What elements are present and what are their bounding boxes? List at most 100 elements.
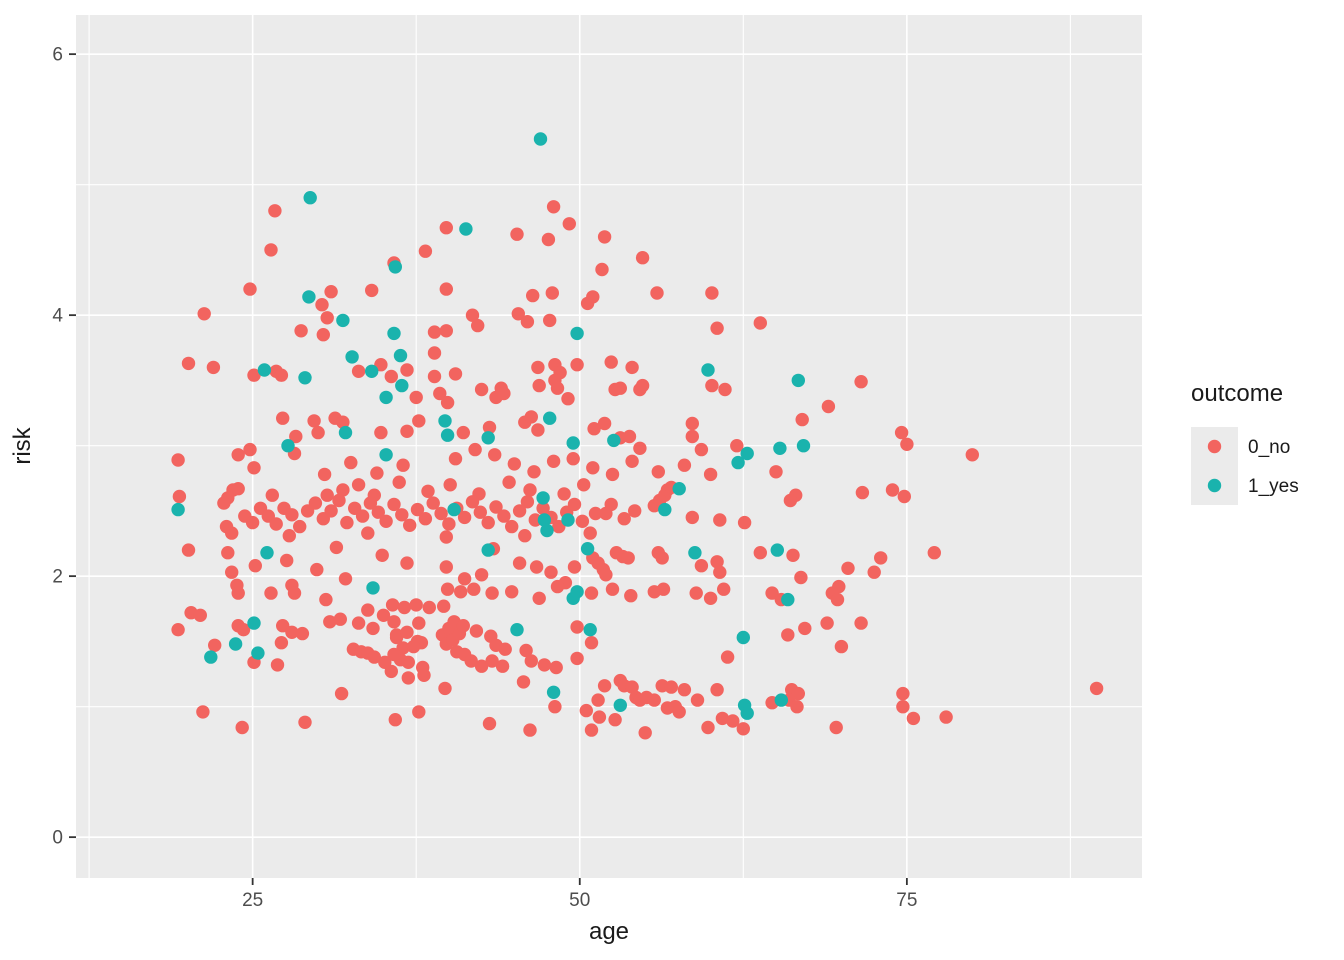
data-point-0_no (694, 442, 709, 457)
data-point-0_no (171, 623, 185, 637)
data-point-0_no (546, 454, 561, 468)
data-point-0_no (713, 513, 727, 527)
data-point-1_yes (204, 650, 218, 664)
data-point-0_no (247, 368, 261, 382)
data-point-0_no (338, 572, 353, 586)
data-point-0_no (526, 288, 540, 303)
data-point-0_no (604, 355, 618, 369)
data-point-0_no (225, 565, 239, 579)
data-point-0_no (474, 659, 489, 673)
data-point-0_no (427, 325, 442, 339)
data-point-0_no (510, 227, 524, 241)
data-point-1_yes (540, 523, 554, 538)
data-point-0_no (439, 530, 453, 544)
data-point-0_no (726, 714, 740, 728)
data-point-1_yes (459, 222, 473, 236)
data-point-0_no (319, 592, 333, 607)
data-point-0_no (280, 553, 294, 568)
data-point-1_yes (688, 546, 702, 560)
data-point-1_yes (395, 378, 409, 393)
legend-dot-1yes (1207, 478, 1222, 493)
data-point-1_yes (393, 348, 408, 363)
data-point-0_no (367, 650, 381, 664)
data-point-1_yes (796, 439, 811, 453)
data-point-0_no (532, 378, 546, 393)
legend-label-1yes: 1_yes (1248, 476, 1299, 497)
data-point-0_no (544, 565, 558, 579)
data-point-0_no (307, 414, 321, 428)
data-point-0_no (269, 517, 283, 531)
data-point-0_no (293, 519, 307, 534)
data-point-0_no (518, 529, 532, 543)
data-point-0_no (401, 671, 415, 685)
data-point-0_no (355, 509, 370, 523)
data-point-0_no (385, 598, 400, 612)
data-point-1_yes (247, 616, 261, 630)
data-point-0_no (387, 647, 401, 662)
data-point-0_no (650, 286, 664, 300)
data-point-0_no (320, 488, 334, 502)
data-point-0_no (531, 360, 545, 375)
data-point-0_no (536, 501, 550, 515)
data-point-1_yes (570, 585, 584, 599)
data-point-0_no (617, 512, 631, 526)
data-point-0_no (512, 504, 527, 518)
data-point-0_no (703, 467, 718, 482)
data-point-0_no (605, 467, 620, 482)
data-point-0_no (412, 414, 426, 428)
data-point-1_yes (481, 431, 495, 445)
data-point-0_no (557, 487, 571, 501)
data-point-0_no (457, 510, 472, 525)
data-point-1_yes (672, 482, 686, 496)
data-point-0_no (282, 529, 296, 543)
x-tick-label: 50 (569, 890, 590, 911)
data-point-0_no (334, 686, 349, 701)
data-point-0_no (482, 716, 497, 731)
data-point-0_no (340, 515, 354, 530)
data-point-0_no (537, 658, 552, 672)
data-point-0_no (550, 381, 565, 395)
data-point-0_no (575, 514, 590, 528)
data-point-0_no (608, 713, 622, 727)
data-point-0_no (412, 705, 426, 719)
data-point-0_no (473, 505, 487, 519)
data-point-0_no (829, 720, 843, 735)
data-point-0_no (361, 603, 375, 617)
data-point-0_no (502, 475, 516, 489)
data-point-0_no (193, 608, 207, 622)
data-point-0_no (595, 262, 609, 277)
data-point-0_no (454, 585, 468, 599)
data-point-0_no (753, 316, 767, 330)
data-point-0_no (548, 700, 562, 714)
data-point-0_no (900, 437, 914, 451)
data-point-0_no (456, 619, 470, 633)
data-point-0_no (231, 482, 245, 496)
data-point-0_no (527, 465, 541, 479)
data-point-0_no (597, 679, 612, 693)
data-point-0_no (443, 478, 457, 492)
data-point-0_no (351, 478, 366, 492)
data-point-0_no (387, 497, 401, 512)
data-point-0_no (586, 461, 600, 475)
data-point-0_no (295, 626, 310, 641)
data-point-1_yes (791, 373, 805, 388)
data-point-0_no (344, 455, 358, 470)
data-point-0_no (588, 506, 603, 521)
data-point-0_no (906, 711, 921, 726)
data-point-0_no (710, 683, 724, 697)
data-point-1_yes (536, 491, 550, 505)
data-point-0_no (720, 650, 735, 664)
data-point-0_no (465, 495, 480, 509)
data-point-0_no (485, 586, 499, 600)
data-point-0_no (672, 705, 686, 719)
data-point-0_no (584, 586, 599, 600)
data-point-0_no (655, 551, 669, 565)
major-gridlines (76, 15, 1142, 878)
data-point-0_no (633, 441, 647, 455)
data-point-0_no (440, 582, 455, 596)
data-point-0_no (495, 659, 510, 673)
data-point-0_no (221, 546, 235, 560)
data-point-1_yes (260, 546, 274, 560)
